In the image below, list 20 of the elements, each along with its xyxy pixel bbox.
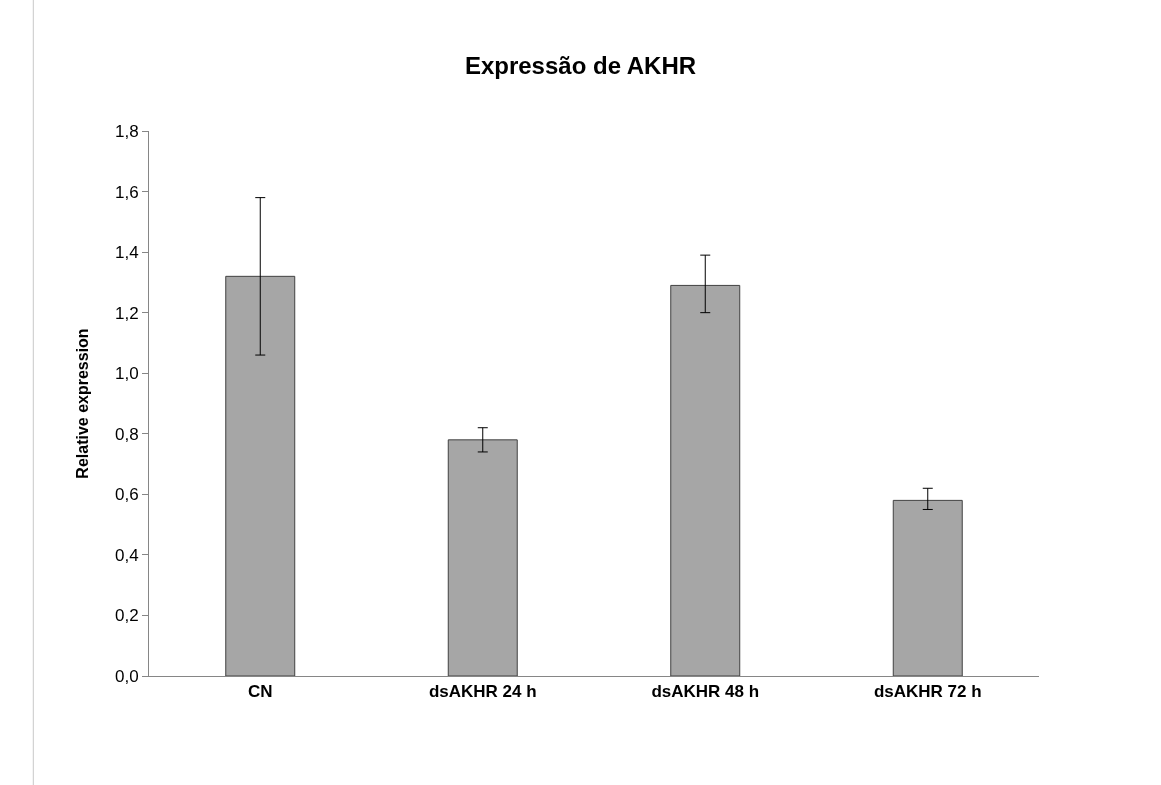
bar	[670, 284, 741, 676]
x-tick-label: CN	[247, 682, 273, 702]
x-tick-label: dsAKHR 24 h	[428, 682, 537, 702]
y-tick-label: 0,8	[114, 424, 139, 444]
y-tick-label: 1,0	[114, 364, 139, 384]
y-axis-title: Relative expression	[73, 328, 91, 479]
y-tick-label: 0,6	[114, 485, 139, 505]
bar	[225, 275, 296, 676]
chart-title: Expressão de AKHR	[464, 51, 697, 79]
bar	[892, 499, 963, 676]
y-tick-label: 0,0	[114, 666, 139, 686]
y-tick-label: 0,4	[114, 545, 139, 565]
y-tick-label: 1,2	[114, 303, 139, 323]
y-tick-label: 1,6	[114, 182, 139, 202]
x-tick-label: dsAKHR 48 h	[651, 682, 760, 702]
x-tick-label: dsAKHR 72 h	[873, 682, 982, 702]
y-tick-label: 1,4	[114, 243, 139, 263]
y-tick-label: 0,2	[114, 606, 139, 626]
bar	[447, 439, 518, 676]
y-tick-label: 1,8	[114, 121, 139, 141]
